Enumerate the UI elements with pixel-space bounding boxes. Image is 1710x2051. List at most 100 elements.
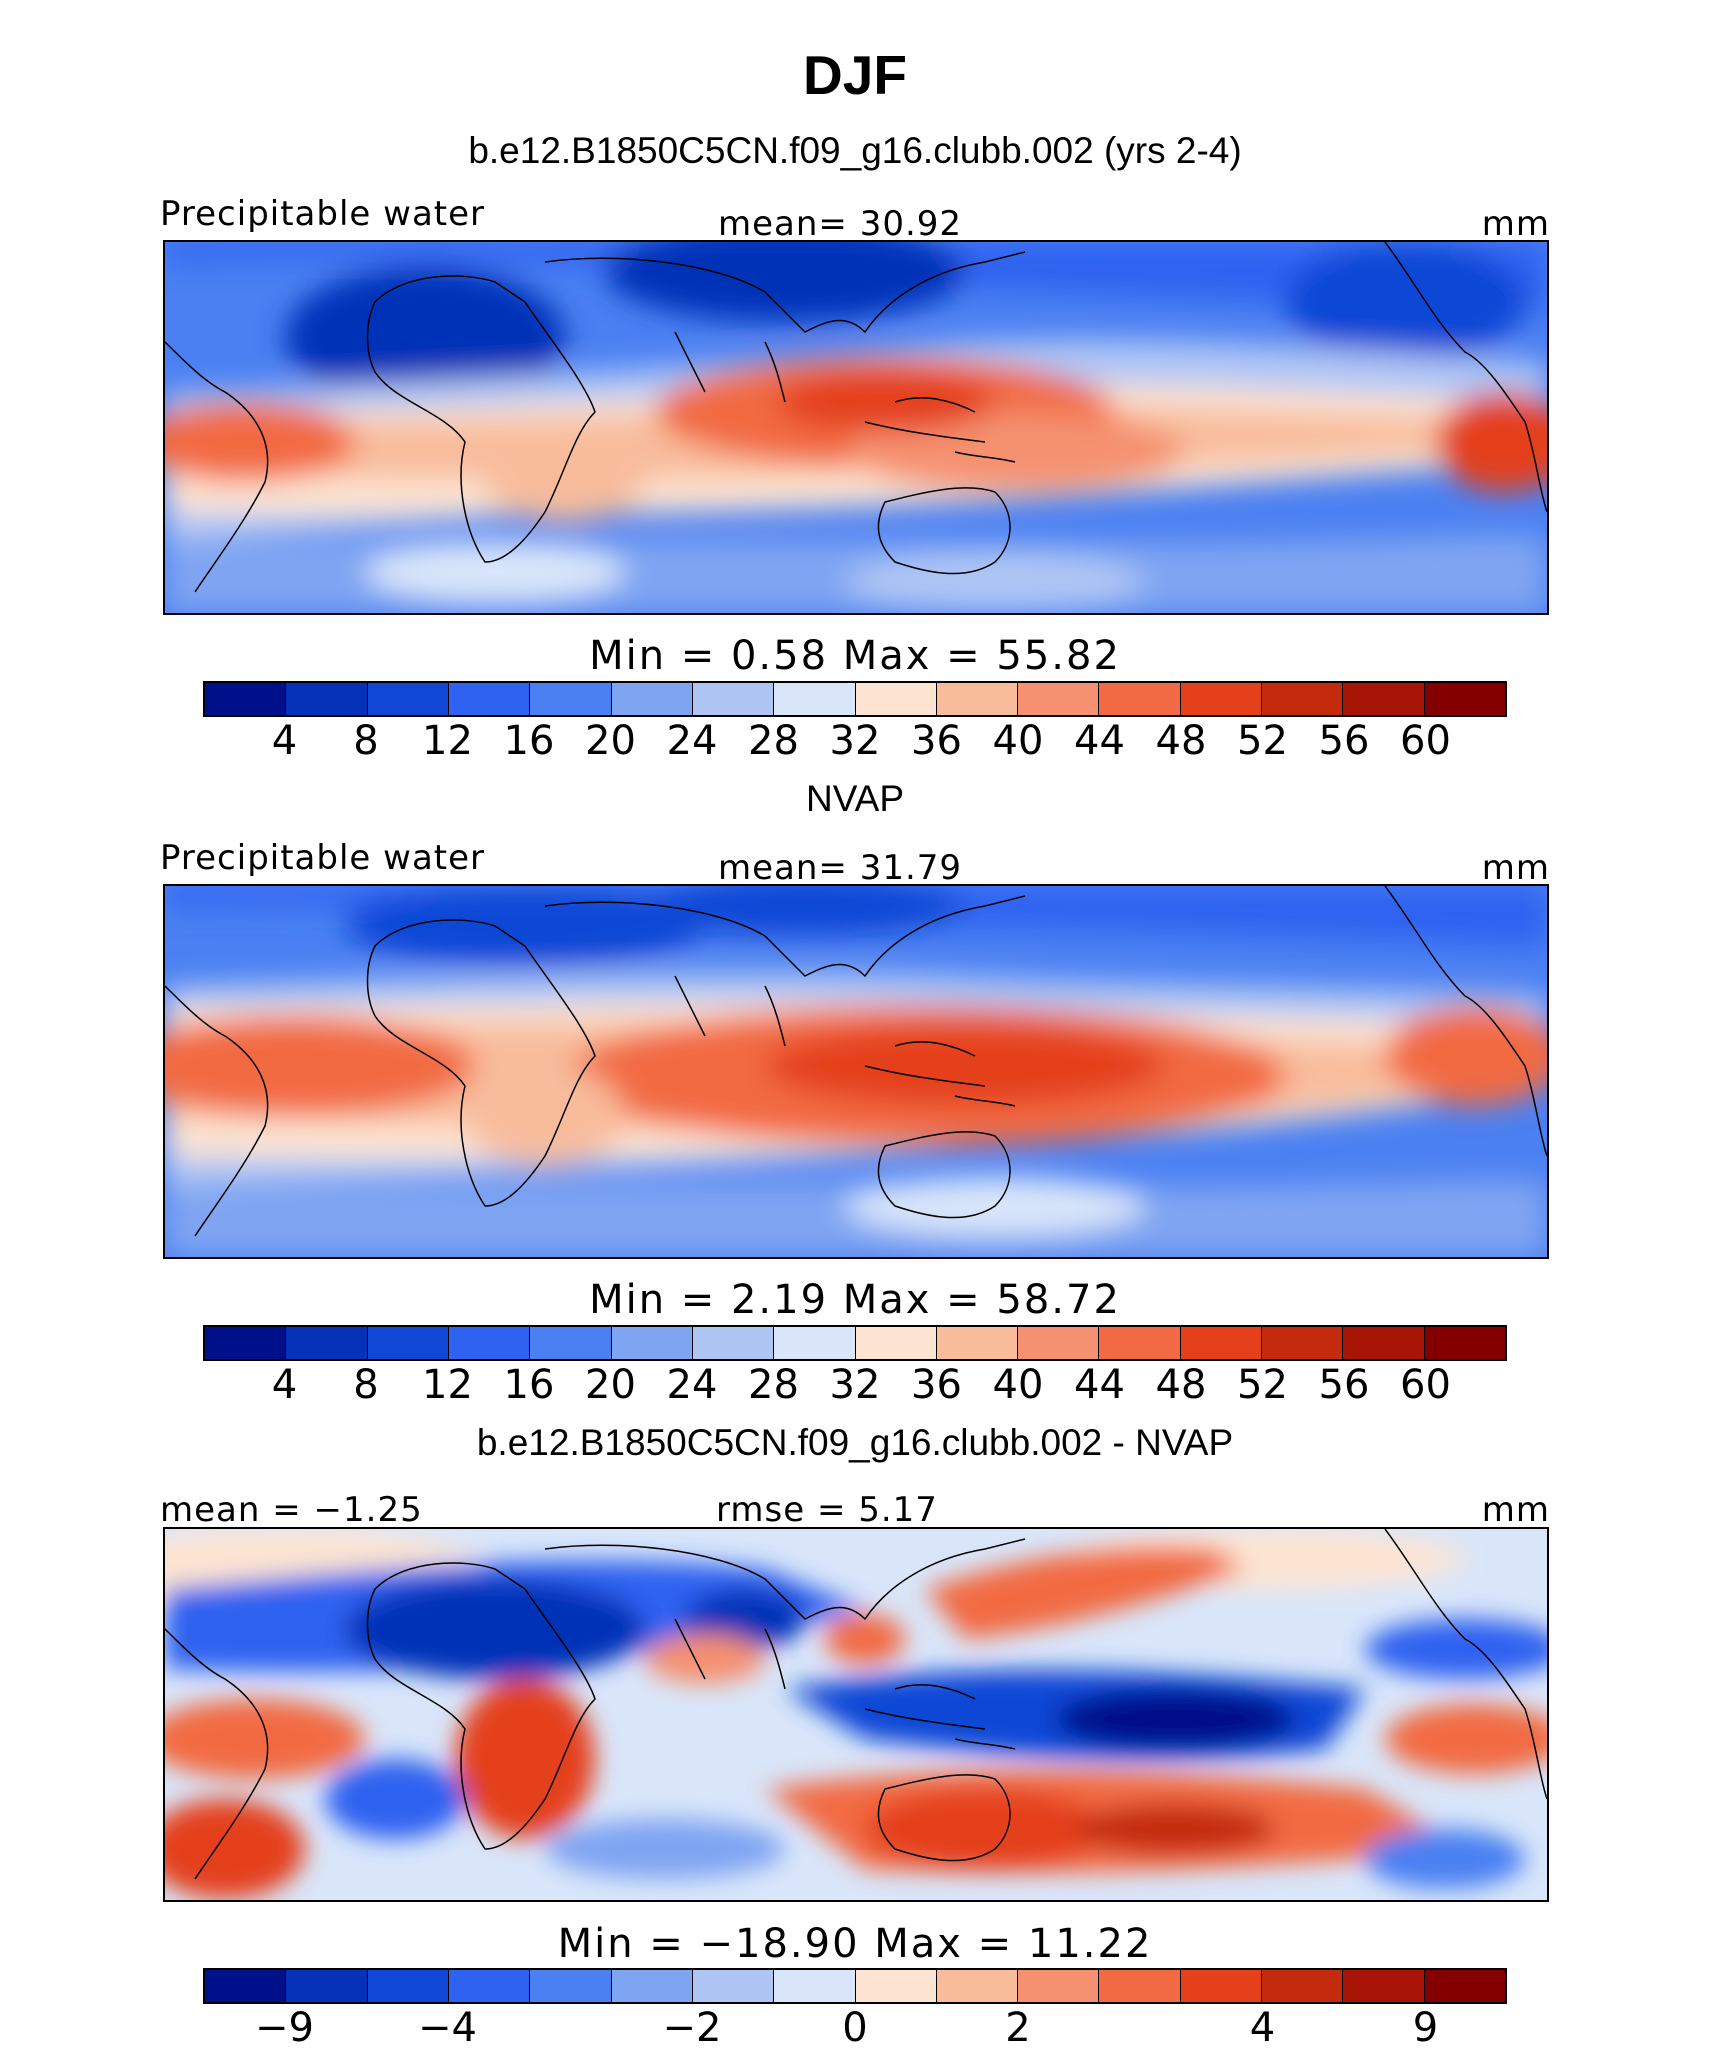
colorbar-tick-label: 20	[585, 1362, 636, 1408]
colorbar-swatch	[611, 683, 693, 715]
colorbar-tick-label: 36	[911, 718, 962, 764]
panel-3-rmse-label: rmse = 5.17	[716, 1490, 938, 1530]
colorbar-tick-label: 56	[1318, 1362, 1370, 1408]
colorbar-swatch	[367, 1970, 449, 2002]
colorbar-tick-label: 40	[992, 718, 1044, 764]
colorbar-tick-label: 4	[1249, 2005, 1276, 2051]
panel-1-mean-label: mean= 30.92	[718, 204, 963, 244]
colorbar-tick-label: 60	[1400, 1362, 1451, 1408]
colorbar-tick-label: 2	[1005, 2005, 1031, 2051]
panel-2-minmax: Min = 2.19 Max = 58.72	[589, 1277, 1121, 1323]
panel-2-variable-label: Precipitable water	[160, 838, 486, 878]
colorbar-swatch	[855, 1327, 937, 1359]
colorbar-tick-label: 48	[1155, 1362, 1207, 1408]
colorbar-tick-label: 12	[422, 718, 473, 764]
panel-3-minmax: Min = −18.90 Max = 11.22	[557, 1921, 1153, 1967]
colorbar-swatch	[1343, 1327, 1425, 1359]
panel-2-colorbar	[203, 1325, 1507, 1361]
colorbar-swatch	[367, 1327, 449, 1359]
colorbar-swatch	[1424, 1970, 1505, 2002]
panel-1-colorbar-ticks: 4 8 12 16 20 24 28 32 36 40 44 48 52 56 60	[203, 717, 1507, 767]
colorbar-tick-label: 32	[829, 718, 881, 764]
colorbar-swatch	[448, 683, 531, 715]
colorbar-tick-label: 4	[271, 1362, 298, 1408]
colorbar-tick-label: −9	[255, 2005, 314, 2051]
colorbar-swatch	[286, 1970, 368, 2002]
colorbar-tick-label: 56	[1318, 718, 1370, 764]
colorbar-tick-label: −2	[662, 2005, 722, 2051]
panel-1-units-label: mm	[1481, 204, 1550, 244]
colorbar-tick-label: 0	[842, 2005, 868, 2051]
colorbar-swatch	[1099, 1970, 1181, 2002]
colorbar-tick-label: 52	[1237, 718, 1288, 764]
colorbar-tick-label: 36	[911, 1362, 962, 1408]
colorbar-swatch	[1424, 1327, 1505, 1359]
colorbar-swatch	[855, 1970, 937, 2002]
panel-1-colorbar	[203, 681, 1507, 717]
colorbar-tick-label: 20	[585, 718, 636, 764]
colorbar-tick-label: −4	[418, 2005, 477, 2051]
colorbar-swatch	[855, 683, 937, 715]
colorbar-swatch	[448, 1327, 531, 1359]
figure-title: DJF	[803, 44, 907, 106]
colorbar-swatch	[1180, 683, 1263, 715]
colorbar-swatch	[530, 1327, 612, 1359]
colorbar-swatch	[205, 1327, 287, 1359]
panel-1-minmax: Min = 0.58 Max = 55.82	[589, 633, 1121, 679]
colorbar-swatch	[1262, 1970, 1344, 2002]
colorbar-swatch	[1018, 1970, 1100, 2002]
colorbar-swatch	[936, 683, 1019, 715]
colorbar-tick-label: 44	[1074, 1362, 1125, 1408]
colorbar-tick-label: 4	[271, 718, 298, 764]
colorbar-swatch	[1180, 1327, 1263, 1359]
panel-1-variable-label: Precipitable water	[160, 194, 486, 234]
colorbar-swatch	[1262, 683, 1344, 715]
colorbar-swatch	[774, 1327, 856, 1359]
colorbar-swatch	[367, 683, 449, 715]
panel-2-title: NVAP	[805, 778, 904, 819]
panel-2-mean-label: mean= 31.79	[718, 848, 963, 888]
panel-3-title: b.e12.B1850C5CN.f09_g16.clubb.002 - NVAP	[476, 1422, 1234, 1463]
panel-2-colorbar-ticks: 4 8 12 16 20 24 28 32 36 40 44 48 52 56 60	[203, 1361, 1507, 1411]
colorbar-tick-label: 8	[353, 1362, 379, 1408]
colorbar-swatch	[611, 1970, 693, 2002]
colorbar-tick-label: 44	[1074, 718, 1125, 764]
panel-3-colorbar-ticks: −9 −4 −2 0 2 4 9	[203, 2004, 1507, 2051]
panel-3-mean-label: mean = −1.25	[160, 1490, 423, 1530]
colorbar-swatch	[774, 1970, 856, 2002]
colorbar-tick-label: 60	[1400, 718, 1451, 764]
colorbar-tick-label: 52	[1237, 1362, 1288, 1408]
panel-2-units-label: mm	[1481, 848, 1550, 888]
colorbar-swatch	[1343, 683, 1425, 715]
colorbar-tick-label: 16	[503, 1362, 555, 1408]
colorbar-swatch	[692, 683, 775, 715]
panel-2-map	[163, 884, 1549, 1259]
colorbar-swatch	[448, 1970, 531, 2002]
colorbar-tick-label: 12	[422, 1362, 473, 1408]
colorbar-tick-label: 8	[353, 718, 379, 764]
colorbar-swatch	[1180, 1970, 1263, 2002]
colorbar-swatch	[205, 683, 287, 715]
colorbar-swatch	[205, 1970, 287, 2002]
colorbar-tick-label: 24	[666, 718, 718, 764]
colorbar-swatch	[286, 683, 368, 715]
colorbar-tick-label: 40	[992, 1362, 1044, 1408]
panel-1-title: b.e12.B1850C5CN.f09_g16.clubb.002 (yrs 2…	[468, 130, 1242, 171]
colorbar-tick-label: 48	[1155, 718, 1207, 764]
colorbar-swatch	[774, 683, 856, 715]
colorbar-tick-label: 28	[748, 1362, 799, 1408]
colorbar-swatch	[692, 1970, 775, 2002]
colorbar-swatch	[936, 1327, 1019, 1359]
colorbar-swatch	[1018, 683, 1100, 715]
colorbar-swatch	[530, 683, 612, 715]
colorbar-tick-label: 24	[666, 1362, 718, 1408]
colorbar-swatch	[530, 1970, 612, 2002]
colorbar-swatch	[936, 1970, 1019, 2002]
panel-3-map	[163, 1527, 1549, 1902]
colorbar-swatch	[286, 1327, 368, 1359]
panel-3-colorbar	[203, 1968, 1507, 2004]
colorbar-swatch	[1018, 1327, 1100, 1359]
colorbar-swatch	[1424, 683, 1505, 715]
colorbar-swatch	[611, 1327, 693, 1359]
colorbar-tick-label: 32	[829, 1362, 881, 1408]
